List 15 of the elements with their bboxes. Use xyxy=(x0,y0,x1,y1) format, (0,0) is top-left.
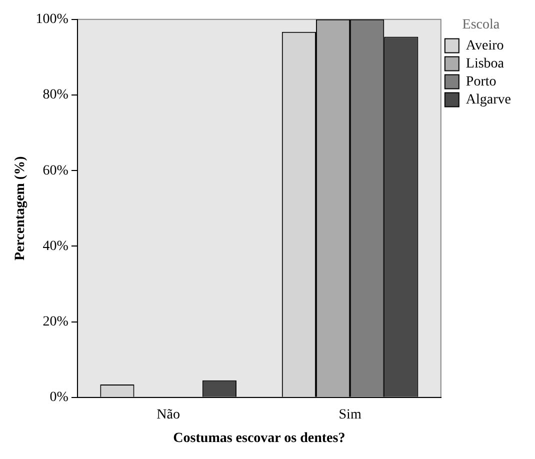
x-tick-label: Sim xyxy=(338,407,362,422)
y-tick-label: 40% xyxy=(42,238,69,254)
legend-label: Porto xyxy=(466,74,496,90)
legend-label: Lisboa xyxy=(466,56,505,72)
y-tick-label: 60% xyxy=(42,163,69,178)
legend-label: Algarve xyxy=(466,92,512,108)
y-tick-label: 20% xyxy=(42,314,69,330)
y-tick-label: 80% xyxy=(42,88,69,103)
y-tick-label: 100% xyxy=(36,12,69,28)
legend-label: Aveiro xyxy=(466,38,504,54)
y-tick-label: 0% xyxy=(50,390,69,406)
y-axis-title: Percentagem (%) xyxy=(13,156,28,261)
x-tick-label: Não xyxy=(156,407,180,422)
legend-title: Escola xyxy=(462,18,500,33)
x-axis-title: Costumas escovar os dentes? xyxy=(173,431,346,446)
